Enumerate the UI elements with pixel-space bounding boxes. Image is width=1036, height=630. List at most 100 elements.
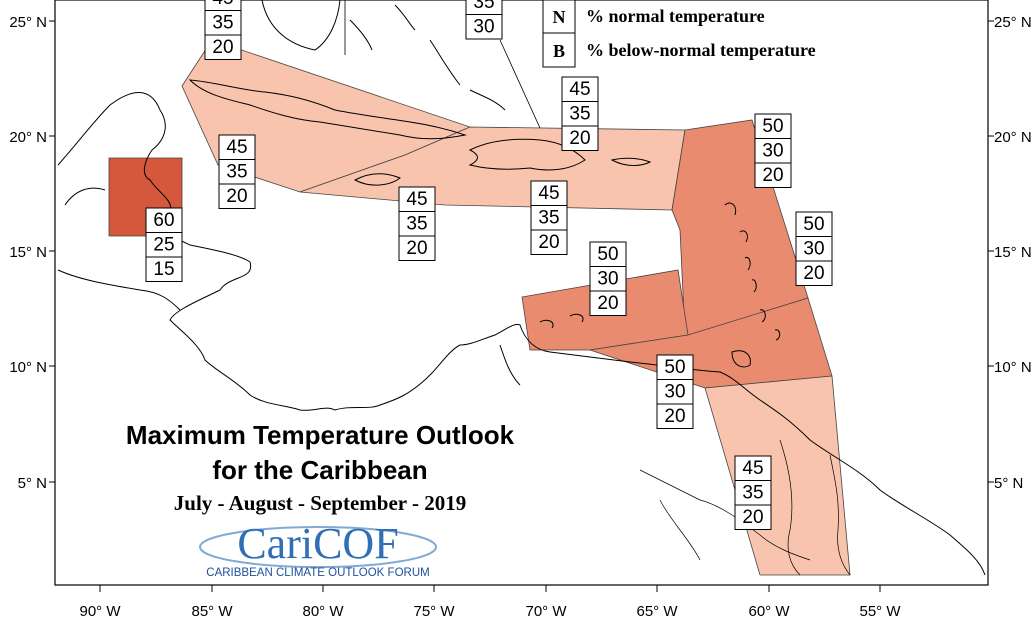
- forecast-cell: [218, 183, 256, 209]
- forecast-value: 35: [226, 162, 247, 183]
- forecast-value: 20: [569, 128, 590, 149]
- legend-code: N: [553, 7, 566, 27]
- lon-label: 55° W: [859, 603, 901, 620]
- longitude-labels: 90° W 85° W 80° W 75° W 70° W 65° W 60° …: [79, 603, 901, 620]
- forecast-box-cuba-cayman: 45 35 20: [218, 134, 256, 209]
- forecast-value: 45: [226, 137, 247, 158]
- forecast-cell: [656, 354, 694, 380]
- lat-label: 15° N: [994, 244, 1032, 261]
- connector-line-turks: [499, 39, 541, 129]
- forecast-value: 35: [406, 214, 427, 235]
- latitude-labels-left: 25° N 20° N 15° N 10° N 5° N: [9, 14, 47, 492]
- forecast-value: 60: [153, 210, 174, 231]
- lon-label: 65° W: [636, 603, 678, 620]
- forecast-box-belize: 60 25 15: [145, 207, 183, 282]
- forecast-cell: [145, 207, 183, 233]
- forecast-box-windwards: 50 30 20: [795, 211, 833, 286]
- map-frame: [54, 0, 989, 586]
- forecast-cell: [561, 76, 599, 102]
- forecast-value: 35: [538, 208, 559, 229]
- forecast-cell: [398, 235, 436, 261]
- forecast-value-boxes: 45 35 20 35 30 45 35 20 45 35 20 45 35 20 45 35 20 60 25 15…: [145, 0, 833, 530]
- forecast-value: 20: [406, 238, 427, 259]
- forecast-cell: [734, 504, 772, 530]
- latitude-labels-right: 25° N 20° N 15° N 10° N 5° N: [994, 14, 1032, 492]
- forecast-value: 35: [569, 104, 590, 125]
- forecast-value: 15: [153, 259, 174, 280]
- forecast-cell: [734, 455, 772, 481]
- forecast-value: 45: [742, 458, 763, 479]
- forecast-value: 30: [473, 17, 494, 38]
- logo-tagline: CARIBBEAN CLIMATE OUTLOOK FORUM: [206, 567, 429, 579]
- forecast-cell: [754, 138, 792, 164]
- forecast-value: 30: [664, 382, 685, 403]
- season-subtitle: July - August - September - 2019: [174, 491, 466, 515]
- lon-label: 75° W: [413, 603, 455, 620]
- forecast-value: 30: [762, 141, 783, 162]
- forecast-box-jamaica: 45 35 20: [398, 186, 436, 261]
- forecast-box-guianas: 45 35 20: [734, 455, 772, 530]
- forecast-cell: [561, 101, 599, 127]
- forecast-box-northeast-caribbean: 45 35 20: [561, 76, 599, 151]
- forecast-value: 20: [762, 165, 783, 186]
- lat-label: 20° N: [9, 129, 47, 146]
- legend-code-box: [542, 0, 576, 34]
- lon-label: 80° W: [302, 603, 344, 620]
- forecast-value: 35: [742, 483, 763, 504]
- forecast-box-northern-leewards: 50 30 20: [754, 113, 792, 188]
- forecast-cell: [204, 10, 242, 36]
- lon-label: 70° W: [525, 603, 567, 620]
- zone-guianas: [704, 375, 851, 576]
- forecast-value: 25: [153, 235, 174, 256]
- map-title-line2: for the Caribbean: [212, 455, 427, 485]
- forecast-value: 45: [569, 79, 590, 100]
- legend-text: % below-normal temperature: [586, 40, 816, 60]
- legend-text: % normal temperature: [586, 6, 765, 26]
- logo-swoosh: [199, 526, 437, 568]
- legend-code: B: [553, 41, 565, 61]
- forecast-cell: [795, 211, 833, 237]
- forecast-value: 20: [803, 263, 824, 284]
- forecast-value: 50: [803, 214, 824, 235]
- lat-label: 20° N: [994, 129, 1032, 146]
- forecast-cell: [589, 290, 627, 316]
- forecast-box-abc-islands: 50 30 20: [589, 241, 627, 316]
- forecast-value: 20: [538, 232, 559, 253]
- forecast-cell: [589, 266, 627, 292]
- forecast-cell: [795, 260, 833, 286]
- forecast-value: 35: [212, 13, 233, 34]
- forecast-cell: [204, 34, 242, 60]
- forecast-cell: [656, 403, 694, 429]
- forecast-value: 50: [762, 116, 783, 137]
- forecast-value: 30: [597, 269, 618, 290]
- caricof-logo: CariCOF CARIBBEAN CLIMATE OUTLOOK FORUM: [199, 519, 437, 579]
- axis-ticks: [49, 20, 994, 592]
- forecast-box-hispaniola: 45 35 20: [530, 180, 568, 255]
- lon-label: 85° W: [191, 603, 233, 620]
- forecast-cell: [398, 211, 436, 237]
- forecast-zones: [108, 39, 851, 576]
- forecast-cell: [145, 256, 183, 282]
- forecast-cell: [530, 205, 568, 231]
- forecast-value: 20: [597, 293, 618, 314]
- forecast-value: 20: [664, 406, 685, 427]
- forecast-cell: [218, 159, 256, 185]
- forecast-cell: [465, 14, 503, 40]
- lat-label: 10° N: [9, 359, 47, 376]
- forecast-value: 35: [473, 0, 494, 13]
- logo-wordmark: CariCOF: [237, 519, 398, 568]
- legend: N % normal temperature B % below-normal …: [542, 0, 816, 68]
- lat-label: 25° N: [994, 14, 1032, 31]
- lat-label: 10° N: [994, 359, 1032, 376]
- forecast-box-bahamas-north: 45 35 20: [204, 0, 242, 60]
- forecast-value: 45: [538, 183, 559, 204]
- lat-label: 15° N: [9, 244, 47, 261]
- forecast-value: 50: [597, 244, 618, 265]
- forecast-value: 45: [212, 0, 233, 9]
- forecast-value: 20: [226, 186, 247, 207]
- legend-code-box: [542, 32, 576, 68]
- lat-label: 25° N: [9, 14, 47, 31]
- lon-label: 60° W: [748, 603, 790, 620]
- lon-label: 90° W: [79, 603, 121, 620]
